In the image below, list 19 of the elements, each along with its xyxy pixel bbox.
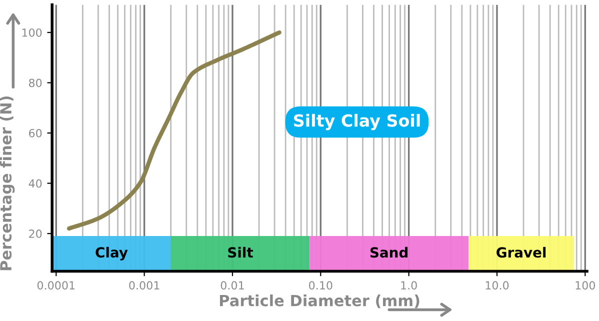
y-tick-label: 40 <box>28 179 42 188</box>
band-label: Gravel <box>496 246 546 258</box>
x-tick-label: 10.0 <box>486 281 509 290</box>
x-tick-label: 0.0001 <box>37 281 75 290</box>
band-label: Clay <box>96 246 128 260</box>
x-tick-label: 1.0 <box>401 281 417 290</box>
y-tick-label: 80 <box>29 78 42 88</box>
band-label: Sand <box>370 246 408 258</box>
x-tick-label: 0.10 <box>309 281 332 290</box>
y-axis-title: Percentage finer (N) <box>0 96 15 270</box>
band-label: Silt <box>228 246 254 258</box>
y-tick-label: 20 <box>29 230 42 238</box>
x-axis-title: Particle Diameter (mm) <box>220 294 420 308</box>
annotation: Silty Clay Soil <box>294 114 420 130</box>
y-tick-label: 100 <box>22 28 42 37</box>
x-tick-label: 100 <box>576 281 596 290</box>
x-tick-label: 0.001 <box>129 281 160 290</box>
y-tick-label: 60 <box>29 128 42 138</box>
x-tick-label: 0.01 <box>220 281 244 290</box>
